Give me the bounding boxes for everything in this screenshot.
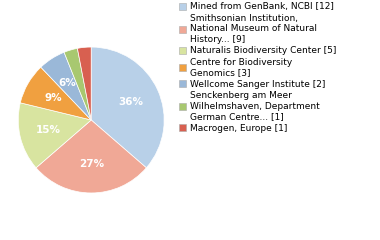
Text: 6%: 6%	[59, 78, 76, 88]
Text: 27%: 27%	[79, 159, 104, 169]
Wedge shape	[78, 47, 91, 120]
Wedge shape	[91, 47, 164, 168]
Wedge shape	[41, 52, 91, 120]
Legend: Mined from GenBank, NCBI [12], Smithsonian Institution,
National Museum of Natur: Mined from GenBank, NCBI [12], Smithsoni…	[179, 2, 337, 132]
Wedge shape	[36, 120, 146, 193]
Text: 15%: 15%	[36, 125, 61, 135]
Wedge shape	[18, 103, 91, 168]
Text: 9%: 9%	[44, 93, 62, 103]
Wedge shape	[20, 67, 91, 120]
Wedge shape	[64, 48, 91, 120]
Text: 36%: 36%	[119, 97, 144, 107]
